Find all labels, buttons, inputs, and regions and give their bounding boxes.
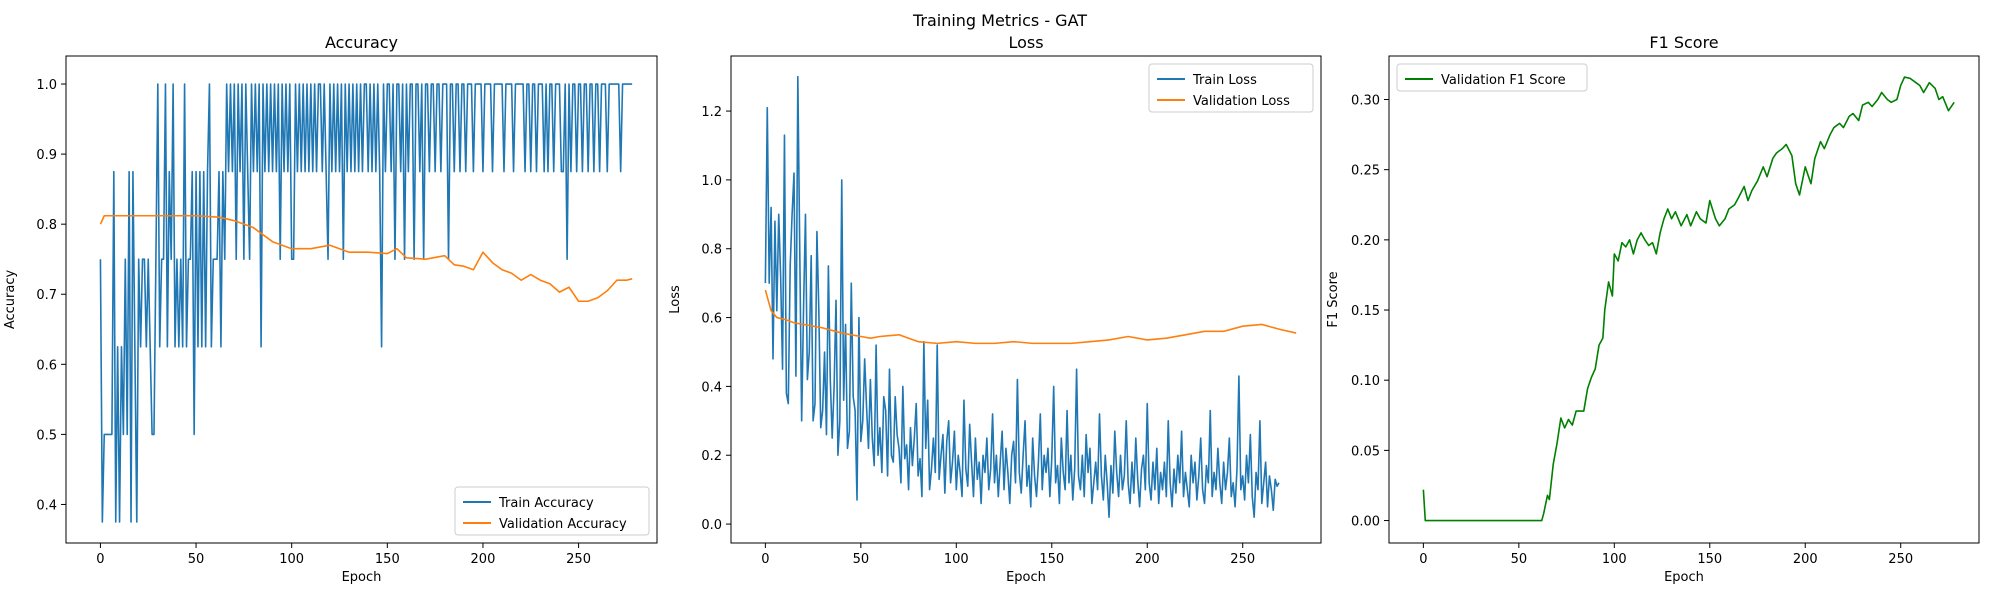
series-line-validation-loss bbox=[764, 289, 1297, 345]
legend-label: Validation Loss bbox=[1193, 94, 1290, 109]
figure-title: Training Metrics - GAT bbox=[912, 11, 1087, 30]
y-tick-label: 1.2 bbox=[701, 105, 722, 120]
y-tick-label: 0.05 bbox=[1351, 444, 1380, 459]
series-line-train-accuracy bbox=[99, 83, 633, 523]
y-tick-label: 0.6 bbox=[36, 358, 57, 373]
panel-loss: Loss 0 50 100 150 200 250 0.0 0.2 0.4 0.6 0.8 1.0 1.2… bbox=[668, 33, 1322, 585]
y-tick-label: 0.0 bbox=[701, 518, 722, 533]
axes-frame bbox=[730, 55, 1322, 544]
y-tick-label: 0.7 bbox=[36, 288, 57, 303]
x-tick-label: 250 bbox=[566, 552, 591, 567]
series-line-validation-f1-score bbox=[1422, 76, 1955, 522]
y-tick-label: 0.4 bbox=[36, 498, 57, 513]
axes-frame bbox=[1388, 55, 1980, 544]
legend-box bbox=[454, 486, 650, 536]
x-tick-label: 200 bbox=[471, 552, 496, 567]
x-axis-label: Epoch bbox=[342, 570, 382, 585]
legend-box bbox=[1396, 63, 1588, 92]
x-tick-label: 200 bbox=[1135, 552, 1160, 567]
x-tick-label: 150 bbox=[375, 552, 400, 567]
axes-title: Accuracy bbox=[325, 33, 398, 52]
y-tick-label: 0.4 bbox=[701, 380, 722, 395]
x-tick-label: 50 bbox=[853, 552, 870, 567]
panel-accuracy: Accuracy 0 50 100 150 200 250 0.4 0.5 0.6 0.7 0.8 0.… bbox=[3, 33, 658, 585]
x-tick-label: 0 bbox=[1419, 552, 1427, 567]
legend-label: Train Accuracy bbox=[498, 496, 594, 511]
y-tick-label: 1.0 bbox=[701, 174, 722, 189]
x-axis-label: Epoch bbox=[1006, 570, 1046, 585]
series-line-train-loss bbox=[764, 75, 1280, 518]
y-tick-label: 0.9 bbox=[36, 148, 57, 163]
legend-label: Train Loss bbox=[1192, 73, 1257, 88]
legend: Validation F1 Score bbox=[1396, 63, 1588, 92]
x-tick-label: 50 bbox=[188, 552, 205, 567]
y-tick-label: 0.8 bbox=[701, 243, 722, 258]
x-axis-label: Epoch bbox=[1664, 570, 1704, 585]
axes-frame bbox=[65, 55, 658, 544]
axes-title: F1 Score bbox=[1649, 33, 1718, 52]
y-tick-label: 0.6 bbox=[701, 312, 722, 327]
x-tick-label: 250 bbox=[1888, 552, 1913, 567]
y-tick-label: 0.15 bbox=[1351, 304, 1380, 319]
legend-box bbox=[1148, 63, 1314, 113]
legend: Train Loss Validation Loss bbox=[1148, 63, 1314, 113]
x-tick-label: 150 bbox=[1697, 552, 1722, 567]
y-tick-label: 0.25 bbox=[1351, 164, 1380, 179]
legend-label: Validation F1 Score bbox=[1441, 73, 1566, 88]
axes-title: Loss bbox=[1008, 33, 1043, 52]
x-tick-label: 100 bbox=[279, 552, 304, 567]
y-tick-label: 0.2 bbox=[701, 449, 722, 464]
x-tick-label: 200 bbox=[1793, 552, 1818, 567]
y-tick-label: 0.8 bbox=[36, 218, 57, 233]
x-tick-label: 50 bbox=[1511, 552, 1528, 567]
series-line-validation-accuracy bbox=[99, 214, 633, 303]
panel-f1-score: F1 Score 0 50 100 150 200 250 0.00 0.05 0.10 0.15 0… bbox=[1326, 33, 1980, 585]
x-tick-label: 150 bbox=[1039, 552, 1064, 567]
y-tick-label: 0.20 bbox=[1351, 234, 1380, 249]
legend: Train Accuracy Validation Accuracy bbox=[454, 486, 650, 536]
y-tick-label: 0.5 bbox=[36, 428, 57, 443]
y-tick-label: 0.30 bbox=[1351, 94, 1380, 109]
x-tick-label: 0 bbox=[96, 552, 104, 567]
y-tick-label: 0.10 bbox=[1351, 374, 1380, 389]
y-axis-label: Accuracy bbox=[3, 270, 18, 330]
x-tick-label: 100 bbox=[944, 552, 969, 567]
x-tick-label: 100 bbox=[1602, 552, 1627, 567]
legend-label: Validation Accuracy bbox=[499, 517, 627, 532]
y-axis-label: Loss bbox=[668, 285, 683, 314]
y-axis-label: F1 Score bbox=[1326, 271, 1341, 327]
x-tick-label: 0 bbox=[761, 552, 769, 567]
y-tick-label: 0.00 bbox=[1351, 515, 1380, 530]
x-tick-label: 250 bbox=[1230, 552, 1255, 567]
y-tick-label: 1.0 bbox=[36, 78, 57, 93]
